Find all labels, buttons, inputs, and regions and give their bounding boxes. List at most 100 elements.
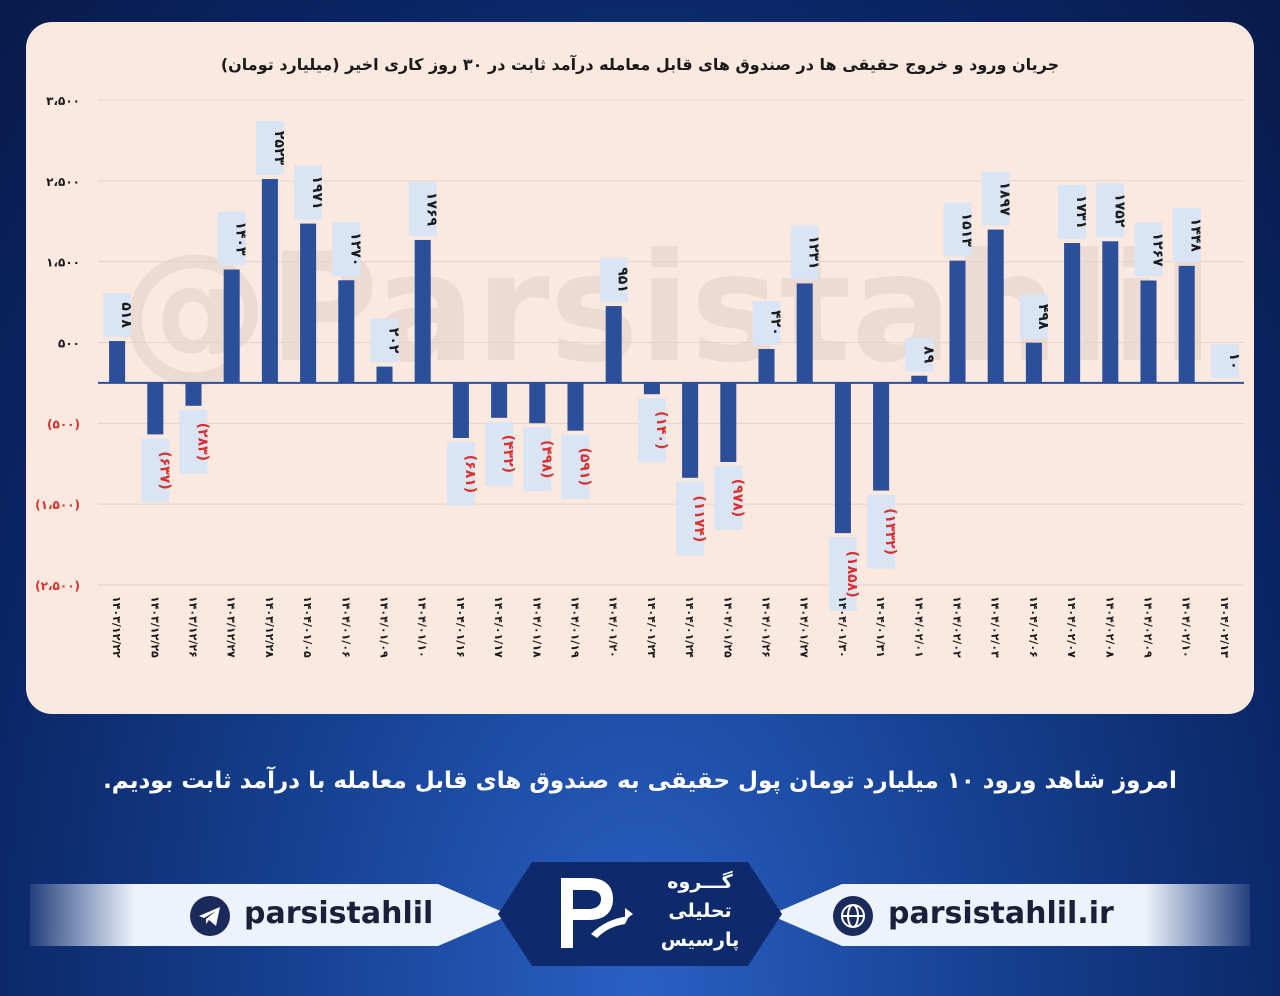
data-label: (۱۱۷۴) [691, 495, 707, 542]
data-label-box [332, 222, 361, 277]
data-label-box [103, 293, 132, 338]
x-tick-label: ۱۴۰۳/۱۲/۲۵ [148, 596, 161, 658]
data-label: ۱۸۹۷ [997, 181, 1013, 216]
y-tick-label: ۵۰۰ [58, 337, 80, 351]
y-tick-label: ۲،۵۰۰ [46, 175, 80, 189]
data-label-box [1058, 184, 1087, 239]
x-tick-label: ۱۴۰۴/۰۱/۰۹ [378, 596, 391, 658]
x-tick-label: ۱۴۰۴/۰۱/۲۷ [798, 596, 811, 658]
x-tick-label: ۱۴۰۴/۰۱/۱۷ [492, 596, 505, 658]
x-tick-label: ۱۴۰۴/۰۱/۱۰ [416, 596, 429, 658]
bar [1025, 342, 1042, 383]
data-label: ۴۹۸ [1035, 304, 1051, 330]
data-label-box [485, 421, 514, 486]
data-label-box [790, 225, 819, 280]
bar [1178, 265, 1195, 383]
bar [758, 348, 775, 383]
x-tick-label: ۱۴۰۳/۱۲/۲۶ [187, 596, 200, 658]
bar [949, 260, 966, 383]
bar [300, 223, 317, 383]
data-label-box [294, 165, 323, 220]
data-label-box [637, 398, 666, 463]
data-label: (۴۹۸) [538, 440, 554, 478]
x-tick-label: ۱۴۰۴/۰۱/۳۰ [836, 596, 849, 658]
data-label: ۱۰ [1226, 353, 1242, 370]
data-label: (۱۴۰) [653, 411, 669, 449]
globe-icon [833, 896, 873, 936]
bar [338, 280, 355, 383]
telegram-icon [190, 896, 230, 936]
bar [1216, 382, 1233, 384]
bar [376, 366, 393, 383]
data-label-box [676, 481, 705, 556]
x-tick-label: ۱۴۰۴/۰۱/۱۶ [454, 596, 467, 658]
y-tick-label: (۲،۵۰۰) [35, 579, 80, 593]
data-label: ۱۵۱۳ [959, 213, 975, 248]
bar [147, 382, 164, 435]
x-tick-label: ۱۴۰۳/۱۲/۲۷ [225, 596, 238, 658]
y-tick-label: ۳،۵۰۰ [46, 94, 80, 108]
data-label: ۱۹۷۱ [309, 176, 325, 210]
logo-line-3: پارسیس [660, 929, 740, 951]
data-label: ۱۴۰۳ [233, 221, 249, 256]
x-tick-label: ۱۴۰۴/۰۲/۰۸ [1103, 596, 1116, 658]
x-tick-label: ۱۴۰۴/۰۲/۰۷ [1065, 596, 1078, 658]
x-tick-label: ۱۴۰۴/۰۱/۱۸ [530, 596, 543, 658]
data-label-box [523, 427, 552, 492]
bar [1140, 280, 1157, 383]
data-label-box [599, 258, 628, 303]
telegram-handle[interactable]: parsistahlil [244, 896, 434, 931]
data-label: ۱۷۳۱ [1073, 195, 1089, 229]
x-tick-label: ۱۴۰۴/۰۲/۱۰ [1180, 596, 1193, 658]
bar [605, 306, 622, 383]
data-label: ۲۵۲۳ [271, 131, 287, 166]
telegram-banner [30, 884, 510, 946]
x-tick-label: ۱۴۰۴/۰۱/۰۶ [339, 596, 352, 658]
data-label-box [179, 409, 208, 474]
y-tick-label: (۱،۵۰۰) [35, 498, 80, 512]
data-label: ۱۷۶۹ [424, 192, 440, 227]
bar [720, 382, 737, 462]
x-tick-label: ۱۴۰۴/۰۲/۰۲ [951, 596, 964, 658]
bar [567, 382, 584, 431]
data-label: (۱۳۳۲) [882, 508, 898, 555]
data-label-box [905, 337, 934, 372]
bar [452, 382, 469, 438]
bar [185, 382, 202, 406]
data-label-box [217, 211, 246, 266]
bar [1102, 241, 1119, 383]
data-label: ۱۷۵۲ [1111, 193, 1127, 228]
website-link[interactable]: parsistahlil.ir [888, 896, 1114, 931]
data-label: ۲۰۲ [386, 328, 402, 354]
data-label-box [255, 120, 284, 175]
data-label-box [714, 465, 743, 530]
bar [109, 341, 126, 383]
data-label: ۸۹ [920, 346, 936, 364]
data-label-box [1096, 183, 1125, 238]
x-tick-label: ۱۴۰۴/۰۲/۰۳ [989, 596, 1002, 658]
bar [529, 382, 546, 424]
x-tick-label: ۱۴۰۴/۰۲/۰۱ [912, 596, 925, 658]
data-label: (۲۸۳) [195, 423, 211, 461]
logo-line-1: گـــروه [667, 871, 733, 893]
bar [1064, 242, 1081, 383]
data-label-box [1134, 222, 1163, 277]
bar [643, 382, 660, 395]
data-label: ۱۲۳۱ [806, 235, 822, 269]
bar [873, 382, 890, 491]
data-label: (۱۸۵۸) [844, 551, 860, 598]
logo-text: گـــروه تحلیلی پارسیس [640, 868, 760, 955]
bar [261, 178, 278, 383]
data-label-box [561, 434, 590, 499]
data-label-box [752, 300, 781, 345]
data-label: ۱۲۷۰ [347, 232, 363, 266]
x-tick-label: ۱۴۰۳/۱۲/۲۲ [110, 596, 123, 658]
data-label-box [141, 438, 170, 503]
x-tick-label: ۱۴۰۳/۱۲/۲۸ [263, 596, 276, 658]
y-tick-label: ۱،۵۰۰ [46, 256, 80, 270]
x-tick-label: ۱۴۰۴/۰۲/۰۹ [1142, 596, 1155, 658]
bar [223, 269, 240, 383]
bar [834, 382, 851, 534]
